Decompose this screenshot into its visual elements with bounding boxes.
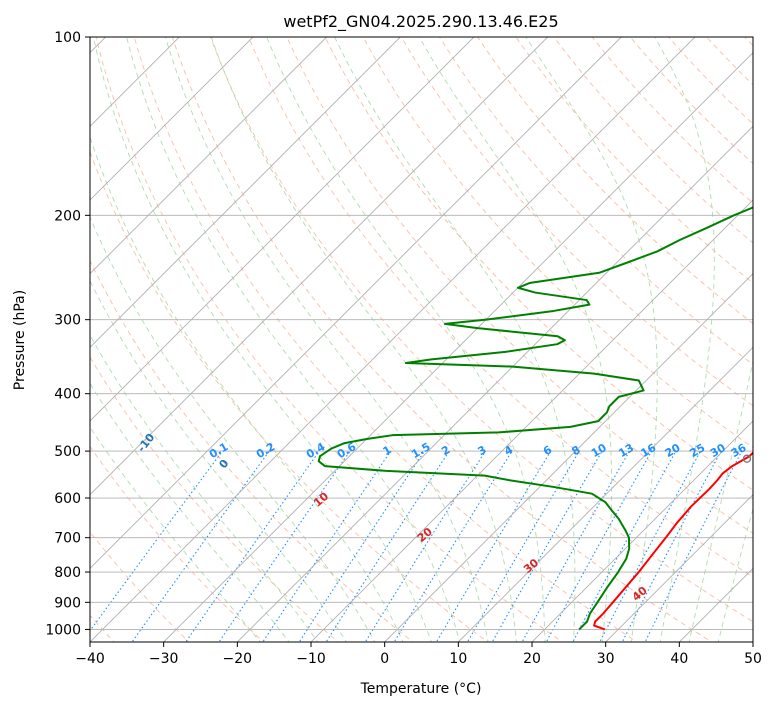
mixing-ratio-line [298, 450, 425, 642]
moist-adiabat-line [654, 37, 715, 642]
chart-title: wetPf2_GN04.2025.290.13.46.E25 [283, 12, 558, 32]
x-tick-label: 20 [523, 651, 541, 667]
mixing-ratio-line [262, 450, 392, 642]
x-tick-label: −40 [75, 651, 105, 667]
isotherm-line [90, 37, 401, 348]
isotherm-line [457, 346, 753, 642]
isotherm-line [605, 494, 753, 642]
isobars [90, 37, 753, 630]
isotherm-line [90, 37, 254, 201]
mixing-ratio-line [466, 450, 580, 642]
y-tick-label: 300 [54, 313, 81, 329]
moist-adiabat-line [525, 37, 658, 642]
moist-adiabat-line [90, 426, 261, 642]
isotherm-line [90, 37, 549, 496]
x-tick-label: −10 [296, 651, 326, 667]
x-tick-label: 50 [744, 651, 762, 667]
y-tick-label: 800 [54, 565, 81, 581]
dry-adiabat-line [248, 37, 753, 578]
y-tick-label: 500 [54, 444, 81, 460]
mixing-ratio-line [599, 450, 702, 642]
y-tick-label: 900 [54, 595, 81, 611]
moist-adiabat-line [90, 215, 376, 642]
x-tick-label: 10 [449, 651, 467, 667]
mixing-ratio-line [131, 450, 270, 642]
isotherm-line [90, 37, 696, 642]
isotherm-line [90, 37, 622, 569]
mixing-ratio-line [90, 450, 223, 632]
x-axis-label: Temperature (°C) [360, 681, 482, 697]
mixing-ratio-line [218, 450, 351, 642]
isotherm-line [163, 52, 753, 642]
y-tick-label: 400 [54, 387, 81, 403]
y-tick-label: 200 [54, 208, 81, 224]
y-tick-label: 700 [54, 531, 81, 547]
dry-adiabat-line [286, 37, 753, 534]
dry-adiabat-line [324, 37, 753, 491]
isotherm-line [90, 37, 328, 275]
y-tick-label: 100 [54, 30, 81, 46]
moist-adiabat-line [210, 37, 517, 642]
axes: −40 −30 −20 −10 0 10 20 30 40 50 100 200 300 400 500 60… [45, 30, 762, 667]
mixing-ratio-line [621, 450, 722, 642]
plot-frame [89, 36, 754, 643]
dewpoint-profile [317, 206, 753, 631]
isotherms [90, 37, 753, 642]
moist-adiabat-line [164, 37, 489, 642]
mixing-ratio-line [393, 450, 513, 642]
moist-adiabat-line [266, 37, 546, 642]
moist-adiabat-line [90, 135, 404, 642]
moist-adiabat-line [126, 37, 461, 642]
isotherm-line [384, 273, 753, 642]
mixing-ratio-lines [90, 450, 743, 642]
x-tick-label: 0 [380, 651, 389, 667]
isotherm-line [310, 199, 753, 642]
x-tick-label: −30 [149, 651, 179, 667]
dry-adiabat-line [171, 37, 713, 642]
temperature-profile [593, 451, 753, 631]
parcel-marker [742, 454, 752, 463]
mixing-ratio-line [185, 450, 320, 642]
dry-adiabat-line [400, 37, 753, 407]
y-tick-label: 1000 [45, 622, 81, 638]
isotherm-line [90, 37, 475, 422]
mixing-ratio-line [572, 450, 677, 642]
isotherm-line [531, 420, 753, 642]
y-axis-label: Pressure (hPa) [12, 290, 28, 390]
mixing-ratio-line [325, 450, 450, 642]
sounding-profiles [317, 206, 753, 631]
dry-adiabat-line [210, 37, 753, 623]
moist-adiabat-line [90, 279, 347, 642]
mixing-ratio-line [364, 450, 486, 642]
moist-adiabat-line [90, 334, 319, 642]
x-tick-label: −20 [223, 651, 253, 667]
x-tick-label: 30 [597, 651, 615, 667]
y-tick-label: 600 [54, 491, 81, 507]
x-tick-label: 40 [670, 651, 688, 667]
dry-adiabat-line [90, 150, 489, 642]
